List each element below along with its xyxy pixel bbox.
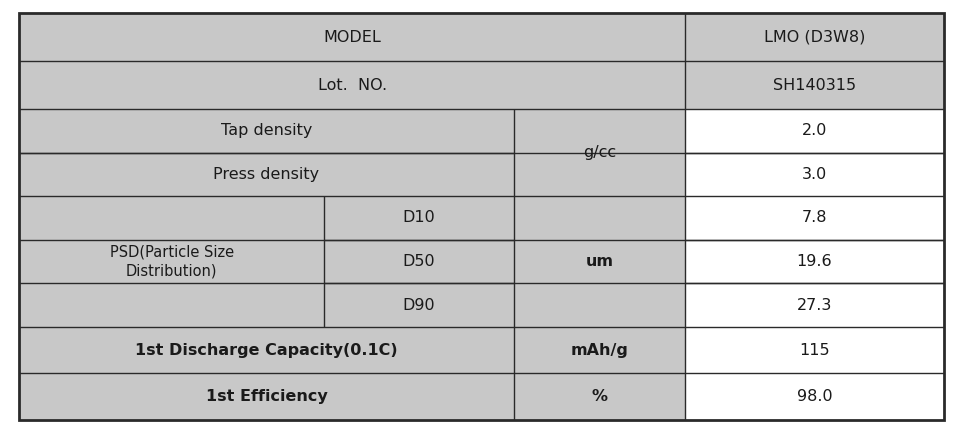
Bar xyxy=(514,373,685,420)
Text: D10: D10 xyxy=(403,210,435,226)
Bar xyxy=(325,196,514,240)
Text: D50: D50 xyxy=(403,254,435,269)
Text: 2.0: 2.0 xyxy=(801,123,827,138)
Bar xyxy=(685,152,944,196)
Bar xyxy=(685,61,944,109)
Bar xyxy=(514,327,685,373)
Text: %: % xyxy=(591,389,608,404)
Text: 19.6: 19.6 xyxy=(796,254,832,269)
Bar xyxy=(514,109,685,196)
Bar xyxy=(19,373,514,420)
Bar xyxy=(685,283,944,327)
Text: mAh/g: mAh/g xyxy=(570,343,628,358)
Bar xyxy=(325,283,514,327)
Text: um: um xyxy=(586,254,613,269)
Text: 115: 115 xyxy=(799,343,830,358)
Text: Tap density: Tap density xyxy=(221,123,312,138)
Bar xyxy=(685,196,944,240)
Bar xyxy=(19,327,514,373)
Bar xyxy=(19,61,685,109)
Text: SH140315: SH140315 xyxy=(772,78,856,93)
Bar xyxy=(685,373,944,420)
Text: LMO (D3W8): LMO (D3W8) xyxy=(764,29,865,45)
Bar xyxy=(685,13,944,61)
Bar xyxy=(514,196,685,327)
Text: 7.8: 7.8 xyxy=(801,210,827,226)
Bar xyxy=(19,109,514,152)
Text: 1st Efficiency: 1st Efficiency xyxy=(206,389,327,404)
Bar xyxy=(19,13,685,61)
Bar xyxy=(685,109,944,152)
Text: Press density: Press density xyxy=(214,167,320,182)
Text: g/cc: g/cc xyxy=(583,145,616,160)
Bar xyxy=(19,196,325,327)
Text: 3.0: 3.0 xyxy=(801,167,827,182)
Text: MODEL: MODEL xyxy=(324,29,381,45)
Text: D90: D90 xyxy=(403,297,435,313)
Text: 98.0: 98.0 xyxy=(796,389,832,404)
Text: PSD(Particle Size
Distribution): PSD(Particle Size Distribution) xyxy=(110,244,234,279)
Bar xyxy=(325,240,514,283)
Text: 1st Discharge Capacity(0.1C): 1st Discharge Capacity(0.1C) xyxy=(135,343,398,358)
Text: 27.3: 27.3 xyxy=(796,297,832,313)
Bar xyxy=(685,240,944,283)
Bar xyxy=(685,327,944,373)
Text: Lot.  NO.: Lot. NO. xyxy=(318,78,386,93)
Bar xyxy=(19,152,514,196)
